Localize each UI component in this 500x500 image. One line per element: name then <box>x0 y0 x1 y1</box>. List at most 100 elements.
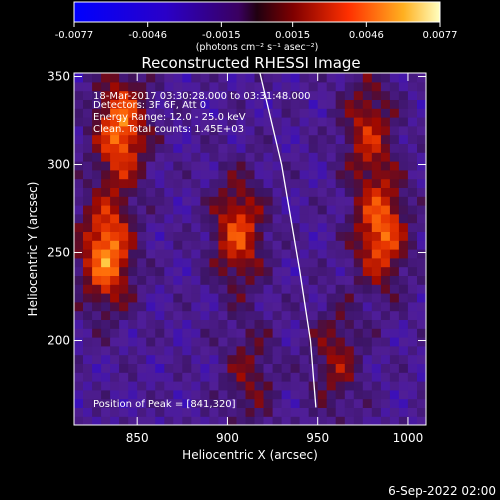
heatmap-cell <box>164 73 174 83</box>
heatmap-cell <box>299 266 310 276</box>
heatmap-cell <box>236 161 247 171</box>
heatmap-cell <box>191 205 201 215</box>
heatmap-cell <box>137 257 147 268</box>
heatmap-cell <box>407 407 418 417</box>
heatmap-cell <box>128 213 138 224</box>
heatmap-cell <box>92 73 102 83</box>
heatmap-cell <box>128 125 138 136</box>
heatmap-cell <box>281 152 292 162</box>
heatmap-cell <box>344 319 355 329</box>
heatmap-cell <box>254 301 265 312</box>
heatmap-cell <box>272 398 283 408</box>
heatmap-cell <box>173 178 183 188</box>
heatmap-cell <box>146 275 156 285</box>
heatmap-cell <box>182 222 192 232</box>
heatmap-cell <box>263 178 274 188</box>
heatmap-cell <box>119 117 129 127</box>
heatmap-cell <box>335 293 346 303</box>
heatmap-cell <box>173 143 183 153</box>
heatmap-cell <box>407 169 418 180</box>
heatmap-cell <box>254 363 265 373</box>
heatmap-cell <box>299 196 310 206</box>
heatmap-cell <box>353 398 364 408</box>
heatmap-cell <box>74 81 84 92</box>
heatmap-cell <box>353 73 364 83</box>
heatmap-cell <box>137 293 147 303</box>
heatmap-cell <box>119 266 129 276</box>
heatmap-cell <box>389 169 400 180</box>
heatmap-cell <box>344 293 355 303</box>
heatmap-cell <box>407 257 418 268</box>
heatmap-cell <box>299 161 310 171</box>
heatmap-cell <box>200 222 210 232</box>
heatmap-cell <box>281 178 292 188</box>
heatmap-cell <box>227 354 237 364</box>
heatmap-cell <box>164 117 174 127</box>
heatmap-cell <box>308 81 319 92</box>
heatmap-cell <box>398 398 409 408</box>
heatmap-cell <box>191 328 201 338</box>
heatmap-cell <box>380 363 391 373</box>
heatmap-cell <box>83 231 93 241</box>
heatmap-cell <box>227 266 237 276</box>
heatmap-cell <box>290 222 301 232</box>
heatmap-cell <box>200 134 210 144</box>
heatmap-cell <box>263 354 274 364</box>
heatmap-cell <box>119 337 129 347</box>
heatmap-cell <box>344 213 355 224</box>
heatmap-cell <box>137 73 147 83</box>
heatmap-cell <box>254 231 265 241</box>
heatmap-cell <box>317 301 328 312</box>
heatmap-cell <box>227 407 237 417</box>
heatmap-cell <box>281 213 292 224</box>
heatmap-cell <box>326 319 337 329</box>
heatmap-cell <box>254 266 265 276</box>
heatmap-cell <box>371 328 382 338</box>
heatmap-cell <box>191 222 201 232</box>
colorbar-tick-label: 0.0077 <box>423 30 458 41</box>
heatmap-cell <box>371 169 382 180</box>
heatmap-cell <box>380 275 391 285</box>
heatmap-cell <box>227 99 237 109</box>
heatmap-cell <box>263 231 274 241</box>
heatmap-cell <box>398 73 409 83</box>
x-axis-label: Heliocentric X (arcsec) <box>182 448 318 462</box>
heatmap-cell <box>317 389 328 400</box>
heatmap-cell <box>218 81 228 92</box>
heatmap-cell <box>74 205 84 215</box>
heatmap-cell <box>335 240 346 250</box>
heatmap-cell <box>272 249 283 259</box>
heatmap-cell <box>335 73 346 83</box>
heatmap-cell <box>407 222 418 232</box>
heatmap-cell <box>362 117 373 127</box>
heatmap-cell <box>110 284 120 294</box>
heatmap-cell <box>155 205 165 215</box>
heatmap-cell <box>173 117 183 127</box>
heatmap-cell <box>83 284 93 294</box>
heatmap-cell <box>272 301 283 312</box>
heatmap-cell <box>272 213 283 224</box>
heatmap-cell <box>407 161 418 171</box>
heatmap-cell <box>128 363 138 373</box>
heatmap-cell <box>236 240 247 250</box>
heatmap-cell <box>398 213 409 224</box>
heatmap-cell <box>371 196 382 206</box>
heatmap-cell <box>227 169 237 180</box>
heatmap-cell <box>236 196 247 206</box>
heatmap-cell <box>92 205 102 215</box>
heatmap-cell <box>380 73 391 83</box>
heatmap-cell <box>398 354 409 364</box>
heatmap-cell <box>137 407 147 417</box>
heatmap-cell <box>407 389 418 400</box>
heatmap-cell <box>155 416 165 425</box>
heatmap-cell <box>326 354 337 364</box>
heatmap-cell <box>110 143 120 153</box>
heatmap-cell <box>236 99 247 109</box>
heatmap-cell <box>101 222 111 232</box>
heatmap-cell <box>417 90 426 100</box>
heatmap-cell <box>281 407 292 417</box>
heatmap-cell <box>317 231 328 241</box>
heatmap-cell <box>326 205 337 215</box>
heatmap-cell <box>119 275 129 285</box>
heatmap-cell <box>407 99 418 109</box>
